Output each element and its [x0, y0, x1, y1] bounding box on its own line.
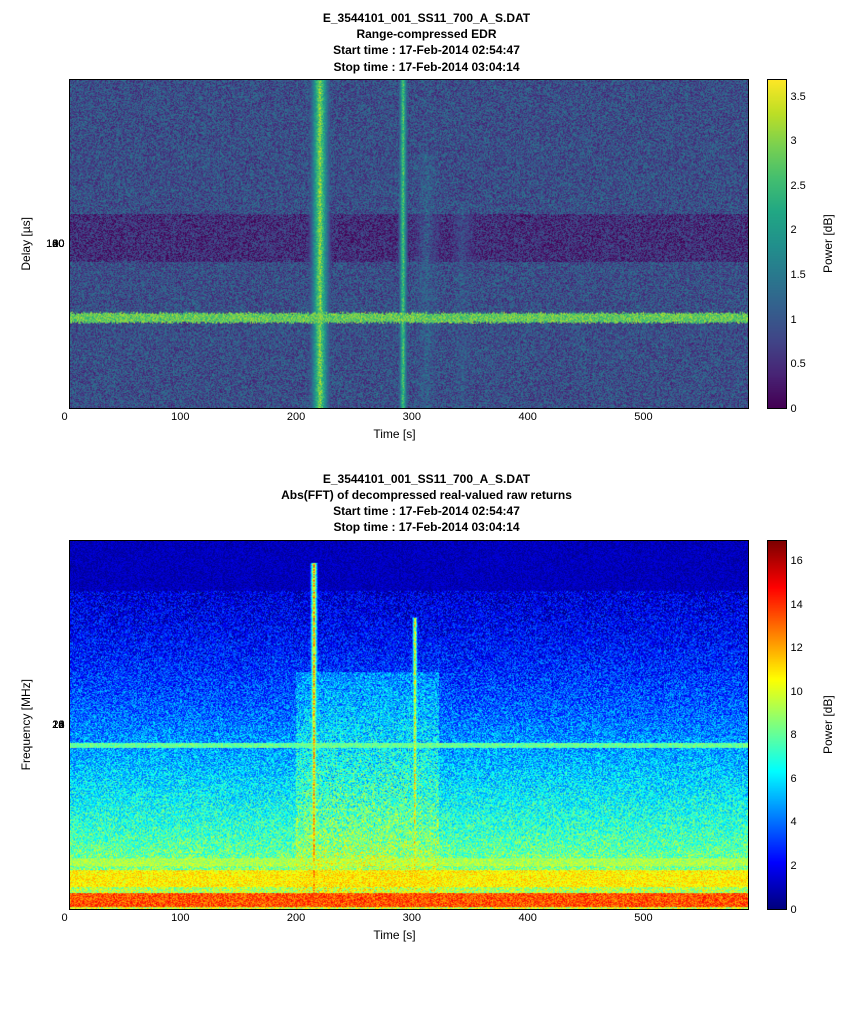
- colorbar: [767, 540, 787, 910]
- x-tick: 100: [171, 411, 189, 423]
- colorbar-tick: 8: [791, 729, 797, 741]
- colorbar-tick: 2: [791, 224, 797, 236]
- heatmap-canvas: [70, 80, 748, 408]
- colorbar-tick: 1: [791, 314, 797, 326]
- x-tick: 500: [634, 912, 652, 924]
- y-tick: 26: [52, 719, 64, 731]
- heatmap-canvas: [70, 541, 748, 909]
- colorbar-tick: 1.5: [791, 269, 806, 281]
- x-tick: 0: [61, 912, 67, 924]
- chart-title-line: E_3544101_001_SS11_700_A_S.DAT: [17, 10, 837, 26]
- chart-title-line: Range-compressed EDR: [17, 26, 837, 42]
- heatmap-plot: [69, 540, 749, 910]
- colorbar-canvas: [768, 541, 786, 909]
- x-tick: 400: [518, 912, 536, 924]
- colorbar-canvas: [768, 80, 786, 408]
- chart-title-line: E_3544101_001_SS11_700_A_S.DAT: [17, 471, 837, 487]
- x-axis-ticks: 0100200300400500: [65, 409, 725, 425]
- colorbar-tick: 0: [791, 403, 797, 415]
- y-axis-label: Delay [µs]: [17, 217, 35, 271]
- fig1: E_3544101_001_SS11_700_A_S.DATRange-comp…: [17, 10, 837, 441]
- colorbar-tick: 0.5: [791, 358, 806, 370]
- chart-title-line: Start time : 17-Feb-2014 02:54:47: [17, 503, 837, 519]
- colorbar-label: Power [dB]: [819, 540, 837, 910]
- y-tick: 120: [46, 238, 64, 250]
- x-axis-label: Time [s]: [65, 427, 725, 441]
- x-axis-label: Time [s]: [65, 928, 725, 942]
- x-tick: 0: [61, 411, 67, 423]
- colorbar-label: Power [dB]: [819, 79, 837, 409]
- colorbar-tick: 2: [791, 860, 797, 872]
- chart-title-line: Stop time : 17-Feb-2014 03:04:14: [17, 519, 837, 535]
- y-axis-label: Frequency [MHz]: [17, 679, 35, 770]
- x-tick: 100: [171, 912, 189, 924]
- chart-title: E_3544101_001_SS11_700_A_S.DATAbs(FFT) o…: [17, 471, 837, 536]
- colorbar-tick: 12: [791, 642, 803, 654]
- colorbar: [767, 79, 787, 409]
- colorbar-tick: 3.5: [791, 91, 806, 103]
- x-axis-ticks: 0100200300400500: [65, 910, 725, 926]
- x-tick: 500: [634, 411, 652, 423]
- colorbar-tick: 3: [791, 135, 797, 147]
- colorbar-ticks: 00.511.522.533.5: [787, 79, 819, 409]
- chart-title-line: Abs(FFT) of decompressed real-valued raw…: [17, 487, 837, 503]
- x-tick: 400: [518, 411, 536, 423]
- colorbar-tick: 6: [791, 773, 797, 785]
- chart-title: E_3544101_001_SS11_700_A_S.DATRange-comp…: [17, 10, 837, 75]
- x-tick: 200: [287, 912, 305, 924]
- x-tick: 200: [287, 411, 305, 423]
- chart-title-line: Start time : 17-Feb-2014 02:54:47: [17, 42, 837, 58]
- colorbar-tick: 4: [791, 816, 797, 828]
- colorbar-tick: 0: [791, 904, 797, 916]
- x-tick: 300: [403, 411, 421, 423]
- x-tick: 300: [403, 912, 421, 924]
- heatmap-plot: [69, 79, 749, 409]
- colorbar-tick: 10: [791, 686, 803, 698]
- fig2: E_3544101_001_SS11_700_A_S.DATAbs(FFT) o…: [17, 471, 837, 942]
- colorbar-tick: 14: [791, 599, 803, 611]
- colorbar-tick: 2.5: [791, 180, 806, 192]
- colorbar-ticks: 0246810121416: [787, 540, 819, 910]
- colorbar-tick: 16: [791, 555, 803, 567]
- chart-title-line: Stop time : 17-Feb-2014 03:04:14: [17, 59, 837, 75]
